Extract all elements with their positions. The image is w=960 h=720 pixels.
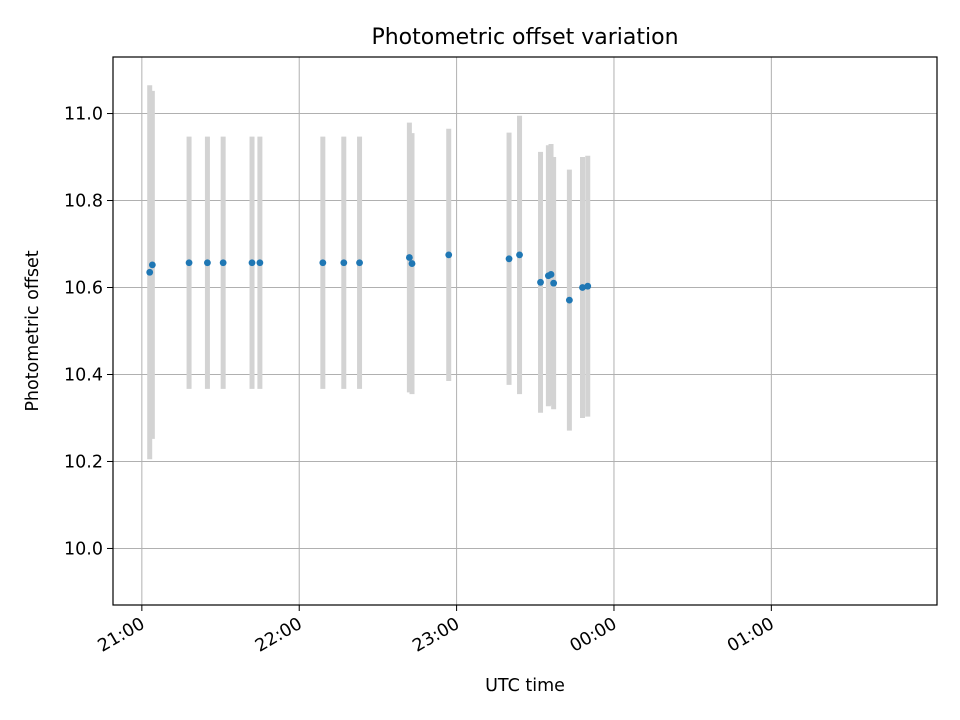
data-point: [445, 251, 453, 259]
data-point: [248, 259, 256, 267]
y-tick-label: 10.2: [64, 452, 103, 472]
data-points: [146, 251, 592, 304]
data-point: [356, 259, 363, 267]
y-axis-label: Photometric offset: [23, 250, 43, 411]
data-point: [219, 259, 227, 267]
data-point: [537, 278, 544, 286]
data-point: [319, 259, 327, 267]
chart-title: Photometric offset variation: [371, 25, 678, 50]
plot-frame: [112, 56, 938, 606]
data-point: [547, 271, 555, 278]
data-point: [204, 259, 211, 267]
data-point: [408, 260, 416, 267]
y-tick-label: 11.0: [64, 105, 103, 125]
data-point: [146, 268, 154, 276]
y-tick-label: 10.4: [64, 365, 103, 385]
data-point: [550, 279, 558, 287]
plot-area: [113, 57, 937, 605]
data-point: [340, 259, 348, 267]
data-point: [185, 259, 193, 267]
data-point: [516, 251, 523, 259]
data-point: [148, 261, 156, 269]
data-point: [579, 284, 586, 291]
data-point: [505, 255, 513, 263]
data-point: [584, 282, 592, 290]
x-axis-label: UTC time: [485, 676, 565, 696]
y-tick-label: 10.0: [64, 539, 103, 559]
data-point: [256, 259, 264, 267]
data-point: [405, 254, 413, 261]
y-tick-label: 10.8: [64, 192, 103, 212]
data-point: [565, 296, 573, 304]
y-tick-label: 10.6: [64, 279, 103, 299]
